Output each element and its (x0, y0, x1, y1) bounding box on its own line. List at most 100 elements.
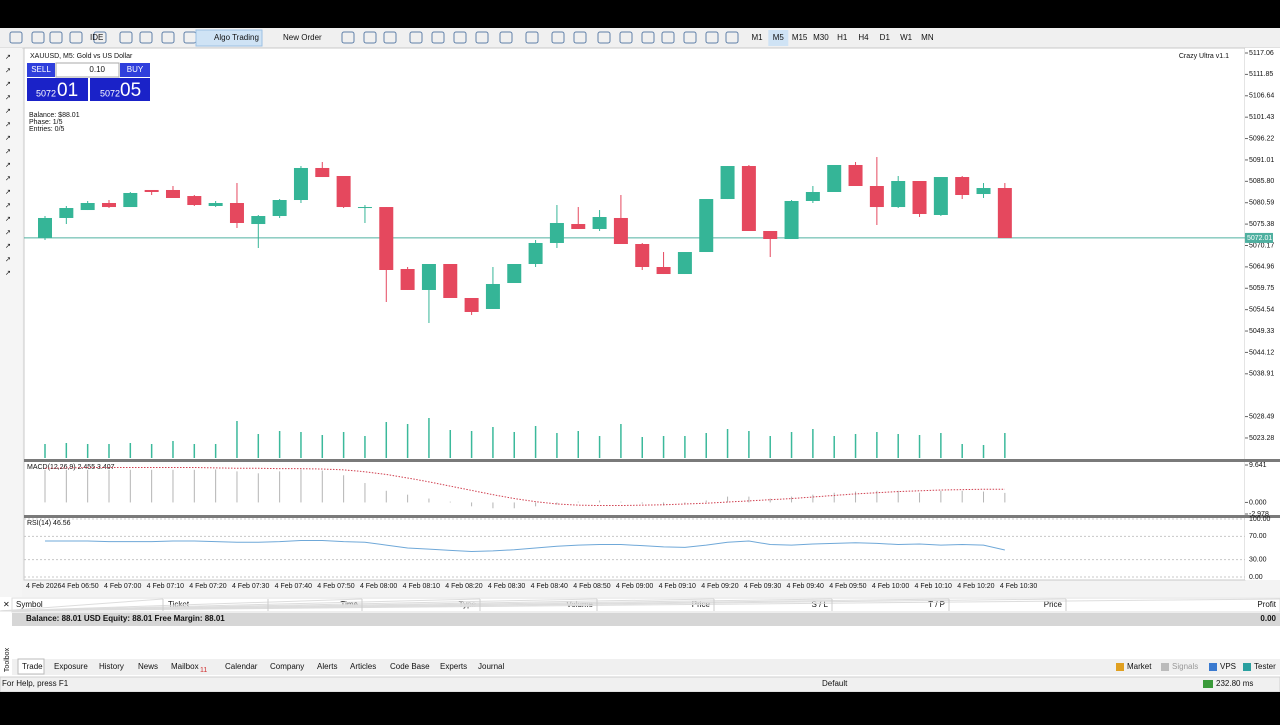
side-icon[interactable]: ↗ (5, 175, 11, 182)
column-header[interactable]: Profit (1257, 600, 1276, 609)
tab[interactable]: Calendar (225, 662, 258, 671)
toolbar-icon[interactable] (597, 31, 611, 44)
side-icon[interactable]: ↗ (5, 67, 11, 74)
side-icon[interactable]: ↗ (5, 81, 11, 88)
ask-box[interactable] (90, 78, 150, 101)
toolbar-icon[interactable] (551, 31, 565, 44)
toolbar-icon[interactable] (409, 31, 423, 44)
toolbar-icon[interactable] (619, 31, 633, 44)
timeframe-button[interactable]: M15 (792, 33, 808, 42)
toolbar-icon[interactable] (161, 31, 175, 44)
column-header[interactable]: Price (1044, 600, 1063, 609)
timeframe-button[interactable]: H4 (858, 33, 869, 42)
timeframe-button[interactable]: D1 (880, 33, 891, 42)
info-line: Balance: $88.01 (29, 112, 80, 119)
side-icon[interactable]: ↗ (5, 229, 11, 236)
toolbar-icon[interactable] (93, 31, 107, 44)
toolbar-icon[interactable] (683, 31, 697, 44)
timeframe-button[interactable]: MN (921, 33, 934, 42)
tab-bar (12, 659, 1280, 675)
toolbox-button[interactable]: Signals (1172, 662, 1198, 671)
toolbar-icon[interactable] (49, 31, 63, 44)
side-icon[interactable]: ↗ (5, 148, 11, 155)
toolbox-button[interactable]: Tester (1254, 662, 1276, 671)
ide-button[interactable]: IDE (90, 33, 103, 42)
algo-trading-button[interactable]: Algo Trading (214, 33, 259, 42)
tab[interactable]: Exposure (54, 662, 88, 671)
column-header[interactable]: Time (341, 600, 359, 609)
sell-button[interactable] (27, 63, 55, 77)
toolbar-icon[interactable] (453, 31, 467, 44)
side-icon[interactable]: ↗ (5, 270, 11, 277)
side-icon[interactable]: ↗ (5, 162, 11, 169)
bid-box[interactable] (27, 78, 88, 101)
toolbox-button[interactable]: VPS (1220, 662, 1236, 671)
side-icon[interactable]: ↗ (5, 94, 11, 101)
timeframe-active-bg[interactable] (768, 30, 789, 46)
toolbar-icon[interactable] (363, 31, 377, 44)
side-icon[interactable]: ↗ (5, 216, 11, 223)
toolbar-icon[interactable] (9, 31, 23, 44)
tab[interactable]: Articles (350, 662, 376, 671)
side-icon[interactable]: ↗ (5, 256, 11, 263)
sell-label[interactable]: SELL (31, 65, 51, 74)
side-icon[interactable]: ↗ (5, 54, 11, 61)
toolbar-icon[interactable] (341, 31, 355, 44)
toolbar-icon[interactable] (475, 31, 489, 44)
tab-active-bg[interactable] (17, 658, 45, 675)
timeframe-button[interactable]: H1 (837, 33, 848, 42)
new-order-button[interactable]: New Order (283, 33, 322, 42)
buy-button[interactable] (120, 63, 150, 77)
candle-body (933, 177, 948, 215)
timeframe-button[interactable]: W1 (900, 33, 913, 42)
side-icon[interactable]: ↗ (5, 202, 11, 209)
toolbar-icon[interactable] (725, 31, 739, 44)
toolbar-icon[interactable] (525, 31, 539, 44)
chart-symbol-title: XAUUSD, M5: Gold vs US Dollar (30, 53, 133, 60)
column-header[interactable]: Symbol (16, 600, 43, 609)
side-icon[interactable]: ↗ (5, 135, 11, 142)
toolbar-icon[interactable] (431, 31, 445, 44)
tab[interactable]: Mailbox (171, 662, 199, 671)
button-icon[interactable] (1116, 663, 1124, 671)
price-tick-label: 5044.12 (1249, 349, 1274, 356)
lot-value[interactable]: 0.10 (89, 65, 105, 74)
tab[interactable]: History (99, 662, 124, 671)
toolbar-icon[interactable] (119, 31, 133, 44)
lot-input[interactable] (55, 62, 120, 78)
column-header[interactable]: T / P (928, 600, 945, 609)
toolbar-icon[interactable] (31, 31, 45, 44)
pane-separator (24, 515, 1280, 518)
tab[interactable]: News (138, 662, 158, 671)
column-header[interactable]: S / L (812, 600, 829, 609)
side-icon[interactable]: ↗ (5, 243, 11, 250)
algo-trading-bg[interactable] (195, 29, 263, 47)
toolbar-icon[interactable] (705, 31, 719, 44)
toolbar-icon[interactable] (641, 31, 655, 44)
timeframe-button[interactable]: M1 (751, 33, 763, 42)
tab[interactable]: Company (270, 662, 304, 671)
toolbar-icon[interactable] (139, 31, 153, 44)
toolbar-icon[interactable] (383, 31, 397, 44)
button-icon[interactable] (1243, 663, 1251, 671)
close-icon[interactable]: ✕ (3, 600, 10, 609)
tab[interactable]: Journal (478, 662, 504, 671)
side-icon[interactable]: ↗ (5, 121, 11, 128)
toolbar-icon[interactable] (661, 31, 675, 44)
toolbar-icon[interactable] (69, 31, 83, 44)
timeframe-button[interactable]: M30 (813, 33, 829, 42)
tab[interactable]: Alerts (317, 662, 337, 671)
buy-label[interactable]: BUY (127, 65, 144, 74)
toolbar-icon[interactable] (499, 31, 513, 44)
tab[interactable]: Code Base (390, 662, 430, 671)
tab[interactable]: Trade (22, 662, 43, 671)
timeframe-button[interactable]: M5 (773, 33, 785, 42)
toolbar-icon[interactable] (573, 31, 587, 44)
side-icon[interactable]: ↗ (5, 108, 11, 115)
candle-body (976, 188, 991, 195)
side-icon[interactable]: ↗ (5, 189, 11, 196)
button-icon[interactable] (1161, 663, 1169, 671)
tab[interactable]: Experts (440, 662, 467, 671)
button-icon[interactable] (1209, 663, 1217, 671)
toolbox-button[interactable]: Market (1127, 662, 1152, 671)
